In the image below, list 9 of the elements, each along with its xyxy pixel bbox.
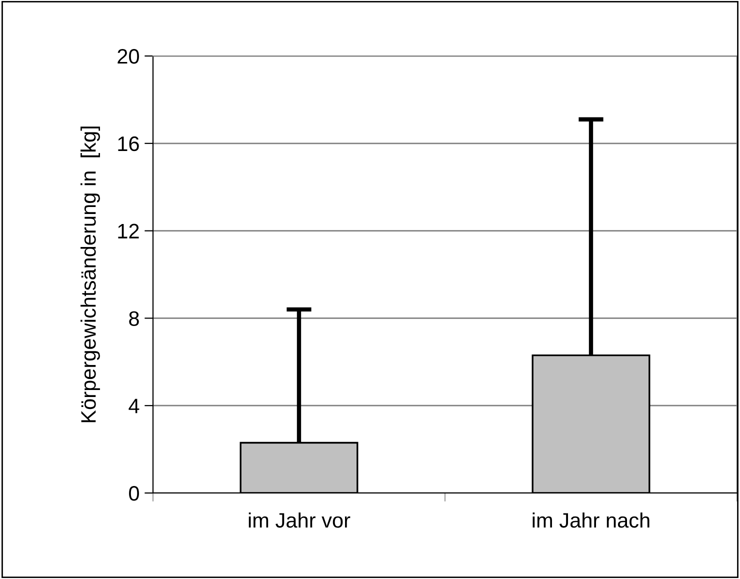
y-tick-label: 4 [128,398,140,414]
x-tick-label: im Jahr nach [532,512,650,528]
x-tick-label: im Jahr vor [248,512,350,528]
y-tick-label: 0 [129,486,139,501]
y-tick-label: 12 [118,224,139,238]
y-tick-label: 16 [118,136,139,152]
y-tick-label: 20 [118,49,139,64]
y-axis-title: Körpergewichtsänderung in [kg] [80,126,100,422]
y-tick-label: 8 [129,311,139,326]
